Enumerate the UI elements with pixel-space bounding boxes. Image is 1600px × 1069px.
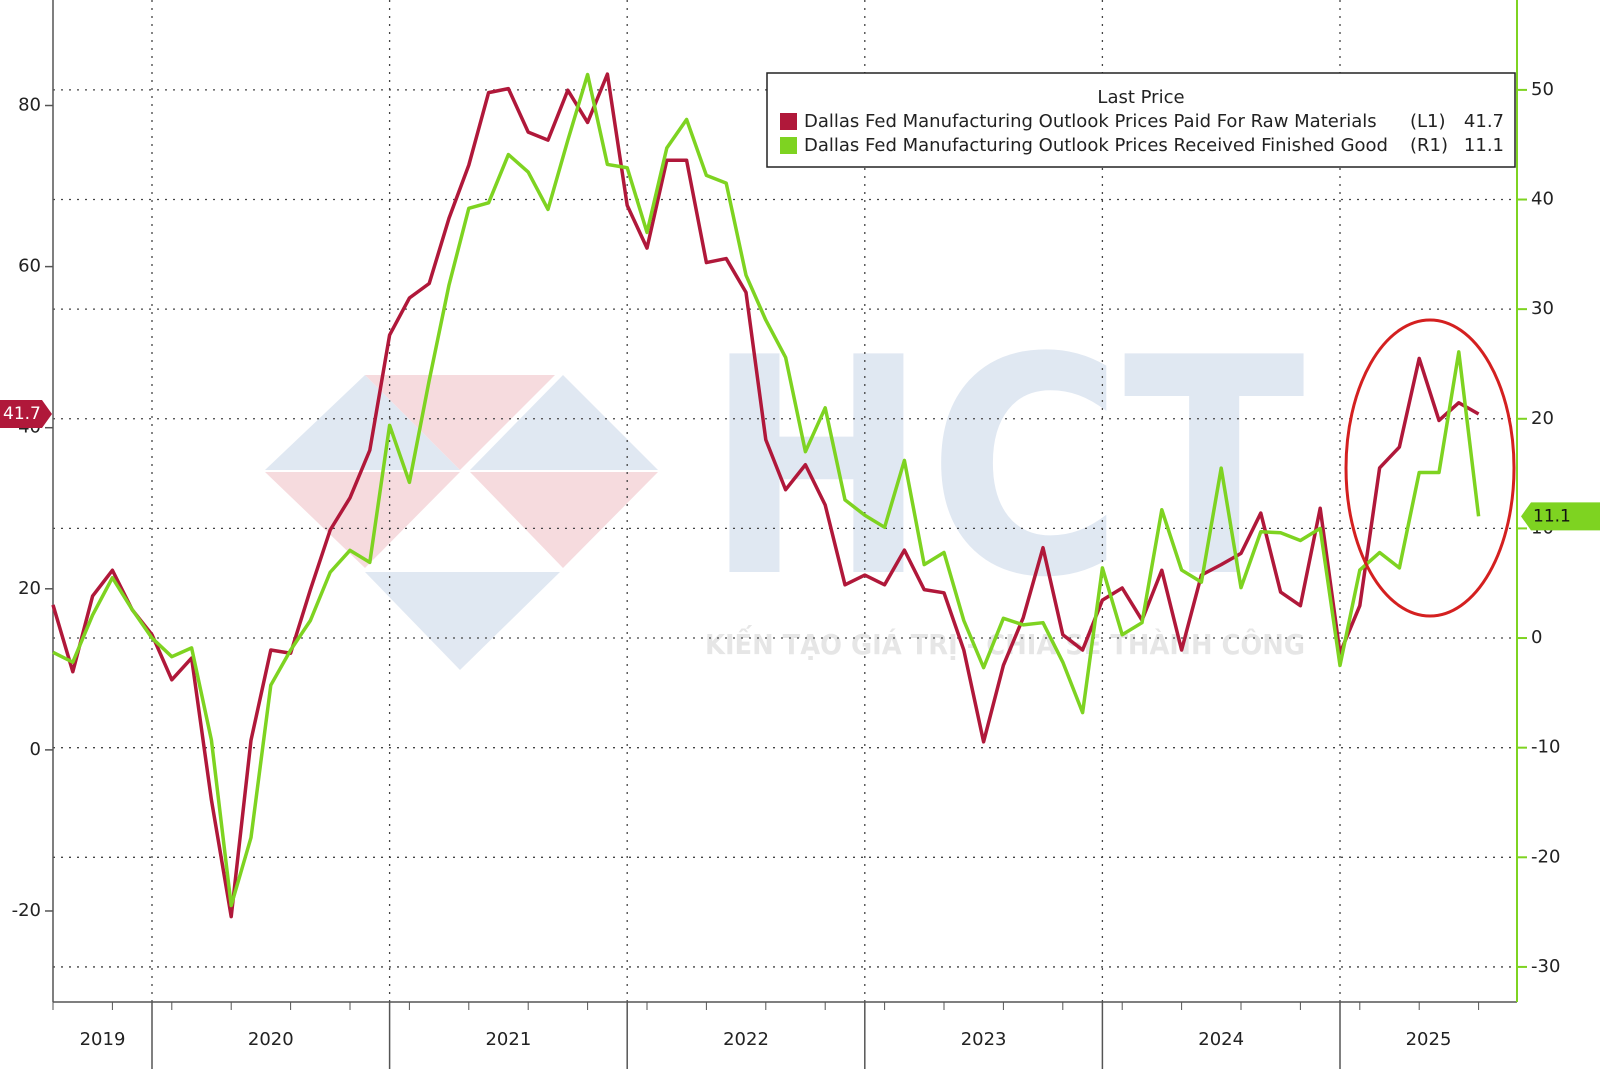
y-tick-label: 20 <box>18 578 41 599</box>
y2-tick-label: -20 <box>1531 846 1560 867</box>
y2-tick-label: 40 <box>1531 189 1554 210</box>
last-value-badge <box>1521 502 1600 531</box>
last-value-label: 11.1 <box>1533 506 1571 526</box>
x-tick-label: 2023 <box>961 1029 1007 1050</box>
legend-box <box>766 72 1516 168</box>
x-tick-label: 2022 <box>723 1029 769 1050</box>
watermark-shape <box>265 375 460 470</box>
legend-last-value: 41.7 <box>1464 111 1504 132</box>
legend-swatch <box>780 137 797 154</box>
highlight-circle <box>1344 318 1516 618</box>
x-tick-label: 2024 <box>1198 1029 1244 1050</box>
y2-tick-label: 50 <box>1531 79 1554 100</box>
watermark-shape <box>365 375 555 470</box>
y-tick-label: 60 <box>18 256 41 277</box>
watermark-shape <box>365 572 560 670</box>
x-tick-label: 2019 <box>80 1029 126 1050</box>
y2-tick-label: -30 <box>1531 956 1560 977</box>
last-value-label: 41.7 <box>3 404 41 424</box>
legend-title: Last Price <box>1097 87 1184 108</box>
series-line <box>52 72 1481 908</box>
y2-tick-label: 0 <box>1531 627 1542 648</box>
watermark-text: HCT <box>705 294 1306 643</box>
last-value-badge <box>0 400 52 429</box>
legend-swatch <box>780 113 797 130</box>
y2-tick-label: 30 <box>1531 298 1554 319</box>
legend-last-value: 11.1 <box>1464 135 1504 156</box>
legend-label: Dallas Fed Manufacturing Outlook Prices … <box>804 135 1388 156</box>
watermark-shape <box>470 375 658 470</box>
x-tick-label: 2025 <box>1406 1029 1452 1050</box>
x-tick-label: 2020 <box>248 1029 294 1050</box>
y-tick-label: -20 <box>12 900 41 921</box>
legend-label: Dallas Fed Manufacturing Outlook Prices … <box>804 111 1377 132</box>
y-tick-label: 0 <box>30 739 41 760</box>
watermark: HCT KIẾN TẠO GIÁ TRỊ - CHIA SẺ THÀNH CÔN… <box>265 294 1306 670</box>
legend-axis-tag: (L1) <box>1410 111 1446 132</box>
y-tick-label: 80 <box>18 95 41 116</box>
y2-tick-label: -10 <box>1531 737 1560 758</box>
legend-axis-tag: (R1) <box>1410 135 1448 156</box>
legend: Last Price Dallas Fed Manufacturing Outl… <box>766 72 1516 168</box>
watermark-tagline: KIẾN TẠO GIÁ TRỊ - CHIA SẺ THÀNH CÔNG <box>705 624 1305 661</box>
y2-tick-label: 20 <box>1531 408 1554 429</box>
watermark-shape <box>470 472 658 568</box>
x-tick-label: 2021 <box>485 1029 531 1050</box>
watermark-shape <box>265 472 460 568</box>
